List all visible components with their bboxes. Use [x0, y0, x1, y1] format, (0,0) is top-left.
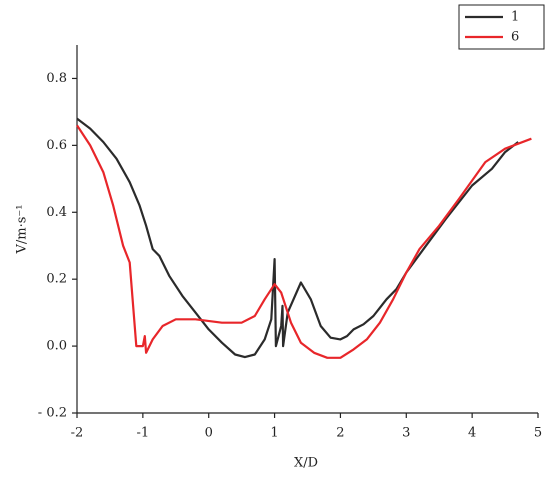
y-tick-label: 0.8 [46, 71, 67, 86]
legend-label: 1 [511, 10, 519, 25]
y-tick-label: 0.2 [46, 272, 67, 287]
x-tick-label: 5 [534, 426, 542, 441]
x-tick-label: 2 [336, 426, 344, 441]
y-axis-label: V/m·s⁻¹ [15, 205, 30, 255]
y-tick-label: 0.6 [46, 138, 67, 153]
x-tick-label: 1 [270, 426, 278, 441]
x-tick-label: -2 [71, 426, 84, 441]
x-tick-label: -1 [137, 426, 150, 441]
x-tick-label: 3 [402, 426, 410, 441]
x-tick-label: 0 [205, 426, 213, 441]
x-axis-label: X/D [294, 456, 318, 471]
y-tick-label: - 0.2 [38, 406, 67, 421]
legend-label: 6 [511, 30, 519, 45]
y-tick-label: 0.4 [46, 205, 67, 220]
legend-box [458, 4, 545, 50]
series-line [76, 117, 519, 359]
x-tick-label: 4 [468, 426, 476, 441]
y-tick-label: 0.0 [46, 339, 67, 354]
series-line [76, 124, 532, 359]
